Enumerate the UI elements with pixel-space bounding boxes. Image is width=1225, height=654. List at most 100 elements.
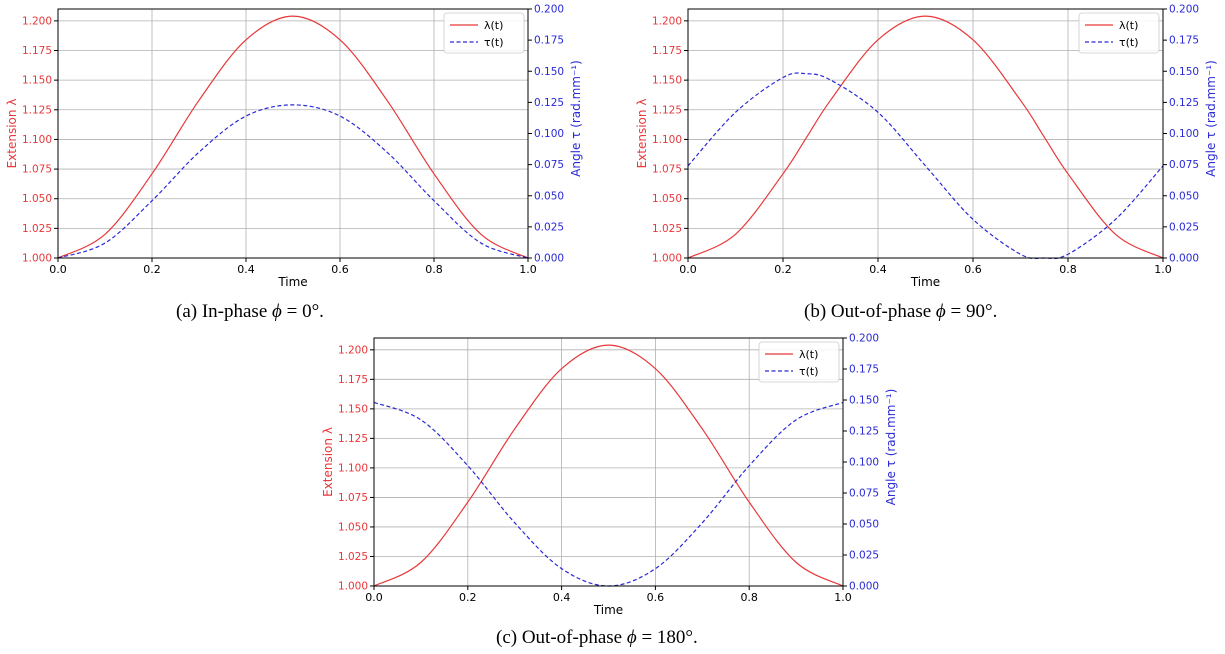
x-tick-label: 0.8 <box>1059 263 1077 276</box>
caption-prefix: (b) Out-of-phase <box>804 301 936 322</box>
y-tick-label: 1.000 <box>338 581 368 593</box>
y-tick-label: 1.050 <box>652 193 682 205</box>
x-tick-label: 0.2 <box>143 263 161 276</box>
series-line-tau <box>57 104 529 259</box>
y-tick-label: 1.175 <box>22 45 52 57</box>
series-line-lambda <box>373 344 844 587</box>
x-tick-label: 1.0 <box>1154 263 1172 276</box>
y-tick-label: 1.050 <box>22 193 52 205</box>
y-tick-label: 1.175 <box>652 45 682 57</box>
y2-tick-label: 0.000 <box>1169 253 1199 265</box>
y-tick-label: 1.150 <box>652 75 682 87</box>
y2-tick-label: 0.150 <box>849 395 879 407</box>
x-tick-label: 0.4 <box>869 263 887 276</box>
y2-axis-label: Angle τ (rad.mm⁻¹) <box>569 60 583 177</box>
y2-tick-label: 0.125 <box>1169 97 1199 109</box>
x-axis-label: Time <box>593 603 623 617</box>
y-tick-label: 1.025 <box>338 551 368 563</box>
y-tick-label: 1.075 <box>338 492 368 504</box>
chart-out-of-phase-180: 0.0 0.2 0.4 0.6 0.8 1.0 Time 1.000 1.025 1.050 1.0… <box>321 333 898 618</box>
y-tick-label: 1.150 <box>338 403 368 415</box>
x-tick-label: 0.2 <box>774 263 792 276</box>
series-line-lambda <box>57 15 529 259</box>
y2-axis-label: Angle τ (rad.mm⁻¹) <box>1204 60 1218 177</box>
y2-tick-label: 0.175 <box>534 35 564 47</box>
legend-box <box>443 12 525 54</box>
y2-tick-label: 0.175 <box>849 364 879 376</box>
y-tick-label: 1.125 <box>652 104 682 116</box>
y2-tick-label: 0.000 <box>849 581 879 593</box>
y-tick-label: 1.025 <box>22 223 52 235</box>
x-tick-label: 0.0 <box>365 591 383 604</box>
y-tick-label: 1.075 <box>652 164 682 176</box>
x-tick-label: 0.2 <box>459 591 477 604</box>
chart-panel-in-phase: 0.0 0.2 0.4 0.6 0.8 1.0 Time 1.000 1.025 1.050 1.0… <box>0 0 600 300</box>
legend: λ(t) τ(t) <box>758 341 840 383</box>
y2-tick-label: 0.175 <box>1169 35 1199 47</box>
legend-box <box>1078 12 1160 54</box>
y-tick-label: 1.075 <box>22 164 52 176</box>
y2-tick-label: 0.050 <box>1169 190 1199 202</box>
y2-tick-label: 0.100 <box>849 457 879 469</box>
y2-tick-label: 0.100 <box>1169 128 1199 140</box>
y2-tick-label: 0.025 <box>1169 221 1199 233</box>
caption-out-of-phase-90: (b) Out-of-phase ϕ = 90°. <box>804 301 997 323</box>
y2-tick-label: 0.075 <box>1169 159 1199 171</box>
y2-tick-label: 0.075 <box>849 488 879 500</box>
chart-panel-out-of-phase-180: 0.0 0.2 0.4 0.6 0.8 1.0 Time 1.000 1.025 1.050 1.0… <box>316 328 916 628</box>
y2-tick-label: 0.025 <box>849 550 879 562</box>
caption-prefix: (a) In-phase <box>176 301 273 322</box>
y-tick-label: 1.125 <box>22 104 52 116</box>
x-tick-label: 0.0 <box>679 263 697 276</box>
y2-tick-label: 0.050 <box>534 190 564 202</box>
y-tick-label: 1.175 <box>338 374 368 386</box>
y-tick-label: 1.025 <box>652 223 682 235</box>
chart-panel-out-of-phase-90: 0.0 0.2 0.4 0.6 0.8 1.0 Time 1.000 1.025 1.050 1.0… <box>630 0 1225 300</box>
legend-label-lambda: λ(t) <box>1119 19 1138 32</box>
y2-tick-label: 0.075 <box>534 159 564 171</box>
legend: λ(t) τ(t) <box>443 12 525 54</box>
y2-tick-label: 0.050 <box>849 519 879 531</box>
legend: λ(t) τ(t) <box>1078 12 1160 54</box>
x-tick-label: 0.4 <box>553 591 571 604</box>
x-tick-label: 0.4 <box>237 263 255 276</box>
x-tick-label: 0.0 <box>49 263 67 276</box>
y-tick-label: 1.050 <box>338 521 368 533</box>
chart-in-phase: 0.0 0.2 0.4 0.6 0.8 1.0 Time 1.000 1.025 1.050 1.0… <box>5 4 583 290</box>
y-tick-label: 1.150 <box>22 75 52 87</box>
y-axis-label: Extension λ <box>5 99 19 169</box>
legend-label-tau: τ(t) <box>799 365 819 378</box>
series-line-lambda <box>687 15 1164 259</box>
y2-axis-label: Angle τ (rad.mm⁻¹) <box>884 389 898 506</box>
y2-tick-label: 0.125 <box>534 97 564 109</box>
y-tick-label: 1.200 <box>22 15 52 27</box>
x-axis-label: Time <box>277 275 307 289</box>
series-line-tau <box>687 72 1164 260</box>
y-axis-label: Extension λ <box>635 99 649 169</box>
legend-label-tau: τ(t) <box>484 36 504 49</box>
caption-in-phase: (a) In-phase ϕ = 0°. <box>176 301 324 323</box>
x-tick-label: 0.6 <box>647 591 665 604</box>
y-tick-label: 1.200 <box>338 344 368 356</box>
series-line-tau <box>373 401 844 587</box>
caption-suffix: = 90°. <box>945 301 998 322</box>
caption-out-of-phase-180: (c) Out-of-phase ϕ = 180°. <box>496 627 698 649</box>
x-tick-label: 0.6 <box>331 263 349 276</box>
caption-prefix: (c) Out-of-phase <box>496 627 627 648</box>
legend-box <box>758 341 840 383</box>
y-tick-label: 1.125 <box>338 433 368 445</box>
legend-label-tau: τ(t) <box>1119 36 1139 49</box>
x-axis-label: Time <box>910 275 940 289</box>
y-tick-label: 1.000 <box>22 253 52 265</box>
y2-tick-label: 0.000 <box>534 253 564 265</box>
y2-tick-label: 0.125 <box>849 426 879 438</box>
y-tick-label: 1.100 <box>338 462 368 474</box>
caption-suffix: = 0°. <box>281 301 324 322</box>
y2-tick-label: 0.100 <box>534 128 564 140</box>
caption-suffix: = 180°. <box>636 627 698 648</box>
y-tick-label: 1.100 <box>22 134 52 146</box>
y2-tick-label: 0.200 <box>849 333 879 345</box>
chart-out-of-phase-90: 0.0 0.2 0.4 0.6 0.8 1.0 Time 1.000 1.025 1.050 1.0… <box>635 4 1218 290</box>
y-tick-label: 1.100 <box>652 134 682 146</box>
x-tick-label: 1.0 <box>519 263 537 276</box>
